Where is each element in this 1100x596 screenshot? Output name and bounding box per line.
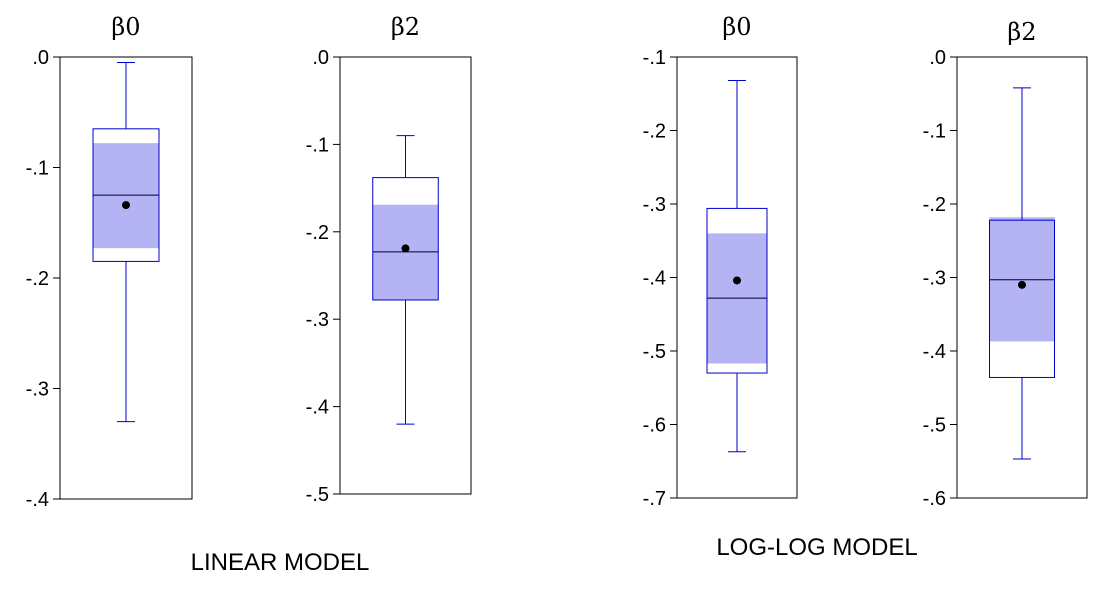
y-tick-label: -.1	[26, 158, 49, 180]
plot-frame	[339, 56, 472, 495]
y-tick-label: -.3	[643, 194, 666, 216]
log-log-model-label: LOG-LOG MODEL	[716, 534, 917, 561]
y-tick-label: -.5	[643, 341, 666, 363]
panels: β0 .0 -.1 -.2 -.3 -.4 β2 .0 -.1 -.2 -.3 -.4 -.5 β0 -.1…	[26, 13, 1088, 511]
panel-4: β2 .0 -.1 -.2 -.3 -.4 -.5 -.6	[923, 18, 1088, 510]
panel-2: β2 .0 -.1 -.2 -.3 -.4 -.5	[306, 13, 472, 506]
y-tick-label: .0	[929, 47, 946, 69]
confidence-band	[93, 143, 159, 249]
y-tick-label: -.6	[643, 415, 666, 437]
y-tick-label: -.6	[923, 488, 946, 510]
y-tick-label: -.2	[26, 268, 49, 290]
mean-marker	[401, 244, 410, 253]
y-tick-label: -.4	[643, 268, 666, 290]
y-tick-label: -.1	[923, 121, 946, 143]
y-tick-label: -.5	[306, 484, 329, 506]
mean-marker	[733, 276, 741, 285]
panel-title: β2	[1007, 18, 1036, 46]
linear-model-label: LINEAR MODEL	[191, 549, 370, 576]
mean-marker	[122, 201, 130, 210]
y-tick-label: .0	[312, 47, 329, 69]
mean-marker	[1018, 280, 1026, 289]
y-tick-label: -.4	[923, 341, 946, 363]
y-tick-label: -.2	[306, 222, 329, 244]
y-tick-label: -.2	[923, 194, 946, 216]
y-tick-label: -.4	[26, 489, 49, 511]
y-tick-label: -.4	[306, 397, 329, 419]
y-tick-label: .0	[32, 47, 49, 69]
panel-title: β2	[391, 13, 420, 41]
panel-3: β0 -.1 -.2 -.3 -.4 -.5 -.6 -.7	[643, 13, 798, 510]
panel-title: β0	[111, 13, 140, 41]
y-tick-label: -.5	[923, 415, 946, 437]
y-tick-label: -.1	[306, 134, 329, 156]
y-tick-label: -.1	[643, 47, 666, 69]
panel-1: β0 .0 -.1 -.2 -.3 -.4	[26, 13, 193, 511]
y-tick-label: -.3	[26, 379, 49, 401]
y-tick-label: -.3	[306, 309, 329, 331]
panel-title: β0	[722, 13, 751, 41]
y-tick-label: -.3	[923, 268, 946, 290]
y-tick-label: -.2	[643, 121, 666, 143]
y-tick-label: -.7	[643, 488, 666, 510]
